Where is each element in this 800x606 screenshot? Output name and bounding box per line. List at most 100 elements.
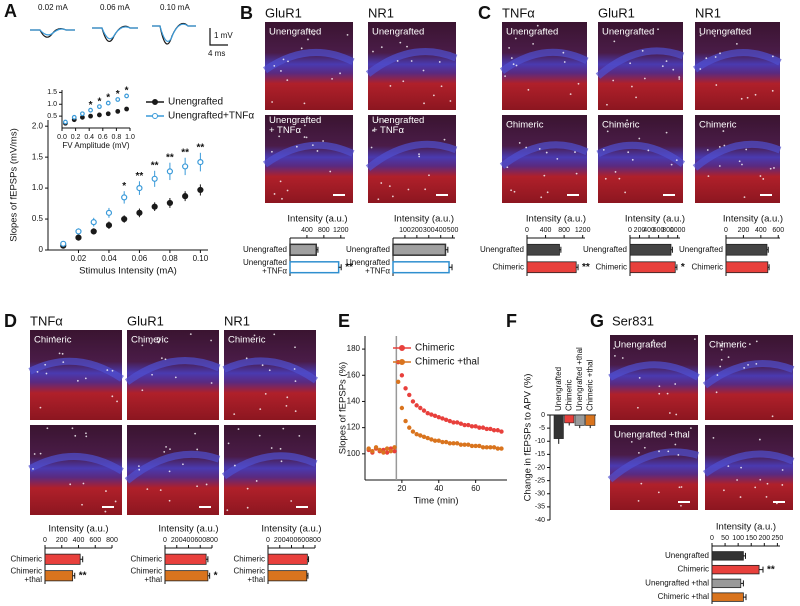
- significance: **: [166, 152, 174, 163]
- cell-dot: [396, 60, 399, 62]
- cell-dot: [169, 448, 171, 451]
- data-point: [370, 449, 375, 454]
- cell-dot: [422, 69, 425, 72]
- cell-dot: [157, 340, 160, 343]
- data-point: [105, 111, 111, 117]
- y-tick-label: 0: [39, 245, 44, 254]
- cell-dot: [372, 129, 374, 132]
- legend-marker: [399, 359, 405, 365]
- data-point: [182, 163, 189, 170]
- bar: [711, 578, 742, 589]
- data-point: [440, 439, 445, 445]
- y-tick-label: 1.0: [47, 101, 57, 108]
- category-label: Chimeric: [691, 262, 723, 271]
- cell-dot: [618, 177, 621, 180]
- y-tick-label: -5: [539, 425, 545, 432]
- data-point: [75, 234, 82, 241]
- cell-dot: [699, 34, 702, 37]
- cell-dot: [657, 491, 660, 494]
- data-point: [488, 426, 493, 432]
- cell-dot: [389, 85, 392, 87]
- x-tick-label: 800: [318, 227, 330, 234]
- cell-dot: [303, 102, 306, 105]
- cell-dot: [637, 499, 640, 502]
- x-tick-label: 0.4: [84, 134, 94, 141]
- bar: [711, 551, 744, 561]
- cell-dot: [233, 413, 236, 416]
- data-point: [418, 405, 423, 411]
- category-label: Chimeric: [10, 554, 42, 563]
- cell-dot: [418, 155, 421, 158]
- data-point: [136, 209, 143, 216]
- cell-dot: [82, 482, 85, 485]
- cell-dot: [307, 38, 309, 41]
- data-point: [75, 228, 82, 235]
- legend-label: Unengrafted: [168, 97, 223, 108]
- cell-dot: [718, 146, 721, 148]
- cell-dot: [449, 100, 452, 102]
- cell-layer: [124, 450, 221, 484]
- cell-dot: [287, 60, 289, 63]
- cell-dot: [638, 137, 641, 140]
- cell-dot: [667, 450, 670, 453]
- cell-dot: [678, 78, 681, 80]
- cell-dot: [765, 495, 768, 498]
- cell-dot: [759, 175, 762, 177]
- x-axis-label: Intensity (a.u.): [48, 524, 108, 535]
- cell-dot: [159, 338, 162, 341]
- cell-dot: [715, 391, 718, 394]
- legend-label: Chimeric +thal: [415, 357, 479, 368]
- cell-dot: [658, 392, 661, 395]
- cell-dot: [39, 406, 42, 409]
- cell-dot: [754, 93, 757, 96]
- cell-dot: [268, 369, 271, 372]
- cell-dot: [104, 510, 107, 513]
- x-tick-label: 400: [435, 227, 447, 234]
- x-tick-label: 200: [274, 537, 286, 544]
- cell-dot: [658, 385, 661, 388]
- y-tick-label: 0: [541, 412, 545, 419]
- cell-dot: [111, 395, 114, 398]
- x-axis-label: Intensity (a.u.): [625, 214, 685, 225]
- bar: [629, 243, 672, 256]
- data-point: [458, 442, 464, 447]
- data-point: [166, 168, 174, 175]
- cell-dot: [721, 342, 724, 345]
- cell-dot: [286, 79, 289, 82]
- cell-dot: [33, 453, 36, 455]
- micrograph: [30, 425, 122, 515]
- cell-dot: [668, 412, 671, 414]
- cell-dot: [285, 404, 288, 407]
- x-tick-label: 0.04: [101, 254, 117, 263]
- cell-dot: [282, 58, 285, 61]
- micrograph: [610, 335, 698, 420]
- cell-dot: [680, 486, 683, 488]
- category-label: Unengrafted: [583, 245, 627, 254]
- data-point: [436, 438, 441, 443]
- cell-dot: [650, 344, 653, 347]
- x-axis-label: Stimulus Intensity (mA): [79, 266, 177, 277]
- data-point: [432, 438, 438, 443]
- cell-dot: [716, 374, 719, 376]
- cell-dot: [69, 483, 72, 486]
- data-point: [484, 445, 489, 450]
- cell-dot: [146, 488, 149, 491]
- x-tick-label: 60: [471, 484, 480, 493]
- cell-dot: [182, 463, 184, 466]
- x-tick-label: 20: [397, 484, 406, 493]
- x-tick-label: 800: [662, 227, 674, 234]
- cell-dot: [280, 460, 283, 463]
- y-tick-label: 1.5: [47, 89, 57, 96]
- cell-dot: [536, 24, 539, 27]
- legend-label: Unengrafted+TNFα: [168, 111, 254, 122]
- cell-dot: [638, 376, 641, 379]
- x-tick-label: 600: [653, 227, 665, 234]
- data-point: [395, 379, 401, 385]
- cell-dot: [624, 191, 627, 194]
- cell-dot: [295, 145, 298, 148]
- cell-dot: [606, 103, 608, 106]
- cell-dot: [677, 454, 680, 456]
- cell-dot: [640, 482, 643, 485]
- significance: **: [151, 160, 159, 171]
- data-point: [425, 435, 430, 441]
